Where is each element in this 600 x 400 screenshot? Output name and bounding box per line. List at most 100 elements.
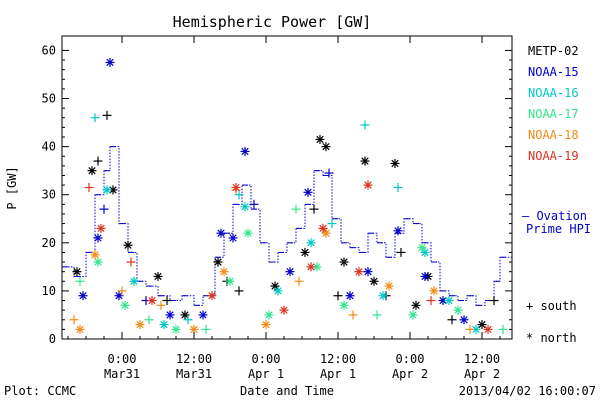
point-noaa-19 — [318, 223, 328, 233]
point-noaa-15 — [165, 310, 175, 320]
x-tick-time-label: 0:00 — [396, 352, 425, 366]
point-noaa-15 — [324, 168, 334, 178]
point-noaa-15 — [459, 315, 469, 325]
point-metp-02 — [333, 291, 343, 301]
point-noaa-15 — [114, 291, 124, 301]
legend-north-symbol: * north — [526, 331, 577, 345]
point-metp-02 — [234, 286, 244, 296]
x-tick-time-label: 0:00 — [252, 352, 281, 366]
x-tick-date-label: Apr 1 — [320, 367, 356, 381]
point-noaa-18 — [261, 320, 271, 330]
point-noaa-18 — [156, 300, 166, 310]
point-noaa-17 — [264, 310, 274, 320]
point-noaa-15 — [345, 291, 355, 301]
point-metp-02 — [309, 204, 319, 214]
point-noaa-17 — [498, 324, 508, 334]
y-tick-label: 0 — [49, 332, 56, 346]
point-metp-02 — [321, 142, 331, 152]
point-noaa-16 — [306, 238, 316, 248]
point-metp-02 — [162, 296, 172, 306]
footer-plot-credit: Plot: CCMC — [4, 384, 76, 398]
x-tick-date-label: Apr 2 — [464, 367, 500, 381]
y-tick-label: 40 — [42, 140, 56, 154]
point-metp-02 — [270, 281, 280, 291]
point-metp-02 — [369, 276, 379, 286]
point-noaa-17 — [291, 204, 301, 214]
point-noaa-18 — [294, 276, 304, 286]
point-noaa-18 — [90, 250, 100, 260]
point-noaa-17 — [75, 276, 85, 286]
point-metp-02 — [390, 158, 400, 168]
point-metp-02 — [87, 166, 97, 176]
chart-title: Hemispheric Power [GW] — [173, 13, 372, 31]
y-tick-label: 50 — [42, 92, 56, 106]
point-noaa-17 — [372, 310, 382, 320]
legend-item-noaa-15: NOAA-15 — [528, 65, 579, 79]
point-noaa-16 — [159, 320, 169, 330]
point-noaa-19 — [483, 324, 493, 334]
point-noaa-15 — [198, 310, 208, 320]
point-noaa-19 — [147, 296, 157, 306]
point-noaa-15 — [303, 187, 313, 197]
y-axis-label: P [GW] — [5, 166, 19, 209]
point-noaa-17 — [417, 243, 427, 253]
point-metp-02 — [477, 320, 487, 330]
point-metp-02 — [180, 310, 190, 320]
point-noaa-16 — [183, 315, 193, 325]
point-metp-02 — [360, 156, 370, 166]
point-noaa-19 — [126, 257, 136, 267]
ovation-line-layer — [62, 146, 512, 306]
point-noaa-15 — [363, 267, 373, 277]
point-noaa-19 — [306, 262, 316, 272]
point-noaa-18 — [75, 324, 85, 334]
point-noaa-17 — [225, 276, 235, 286]
legend-item-metp-02: METP-02 — [528, 44, 579, 58]
point-metp-02 — [93, 156, 103, 166]
point-noaa-19 — [363, 180, 373, 190]
point-noaa-18 — [135, 320, 145, 330]
y-tick-label: 20 — [42, 236, 56, 250]
point-noaa-16 — [129, 276, 139, 286]
point-noaa-18 — [348, 310, 358, 320]
legend-item-noaa-18: NOAA-18 — [528, 128, 579, 142]
point-noaa-17 — [453, 305, 463, 315]
point-metp-02 — [72, 267, 82, 277]
point-metp-02 — [102, 110, 112, 120]
point-noaa-16 — [360, 120, 370, 130]
point-noaa-19 — [96, 223, 106, 233]
point-noaa-16 — [273, 286, 283, 296]
point-noaa-18 — [219, 267, 229, 277]
point-noaa-18 — [117, 286, 127, 296]
point-noaa-16 — [102, 185, 112, 195]
point-noaa-16 — [327, 219, 337, 229]
x-tick-date-label: Mar31 — [176, 367, 212, 381]
point-noaa-18 — [321, 228, 331, 238]
point-metp-02 — [123, 240, 133, 250]
point-metp-02 — [300, 247, 310, 257]
point-noaa-16 — [444, 296, 454, 306]
point-noaa-19 — [207, 291, 217, 301]
point-noaa-18 — [429, 286, 439, 296]
point-noaa-17 — [171, 324, 181, 334]
point-noaa-18 — [465, 324, 475, 334]
point-noaa-15 — [99, 204, 109, 214]
legend-item-noaa-16: NOAA-16 — [528, 86, 579, 100]
point-metp-02 — [411, 300, 421, 310]
x-tick-date-label: Apr 2 — [392, 367, 428, 381]
point-metp-02 — [489, 296, 499, 306]
ovation-prime-hpi-line — [62, 146, 512, 306]
point-noaa-16 — [240, 202, 250, 212]
point-metp-02 — [396, 247, 406, 257]
point-noaa-16 — [393, 183, 403, 192]
point-noaa-15 — [240, 146, 250, 156]
legend-ovation-line2: Prime HPI — [526, 222, 591, 236]
point-noaa-16 — [378, 291, 388, 301]
point-noaa-17 — [144, 315, 154, 325]
point-noaa-17 — [93, 257, 103, 267]
y-tick-label: 60 — [42, 43, 56, 57]
point-noaa-16 — [234, 190, 244, 200]
data-points-layer — [69, 57, 508, 334]
x-tick-date-label: Apr 1 — [248, 367, 284, 381]
point-noaa-19 — [426, 296, 436, 306]
